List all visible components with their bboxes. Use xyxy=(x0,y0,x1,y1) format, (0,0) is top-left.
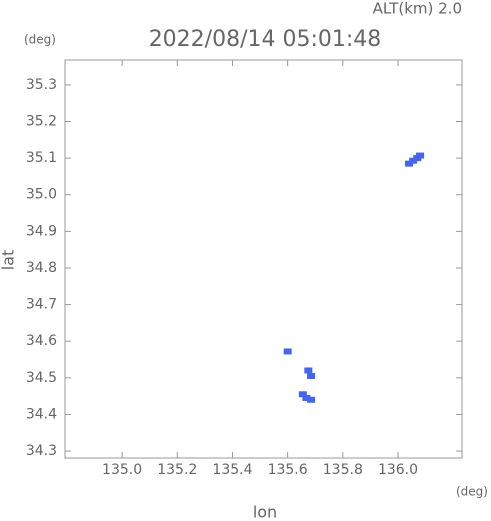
y-tick-label: 35.1 xyxy=(26,150,57,166)
echo-point xyxy=(298,391,307,398)
x-axis-label: lon xyxy=(253,503,277,521)
echo-point xyxy=(416,152,425,159)
y-tick-label: 34.4 xyxy=(26,406,57,422)
echo-point xyxy=(302,394,311,401)
y-tick-label: 35.2 xyxy=(26,114,57,130)
y-tick-label: 35.3 xyxy=(26,77,57,93)
y-tick-label: 34.3 xyxy=(26,443,57,459)
echo-point xyxy=(405,160,414,167)
x-unit: (deg) xyxy=(456,485,488,499)
echo-point xyxy=(307,372,316,379)
echo-point xyxy=(307,396,316,403)
y-tick-label: 34.5 xyxy=(26,370,57,386)
x-tick-label: 135.4 xyxy=(212,462,252,478)
y-tick-label: 34.9 xyxy=(26,223,57,239)
y-tick-label: 35.0 xyxy=(26,187,57,203)
chart-title: 2022/08/14 05:01:48 xyxy=(149,27,382,52)
y-axis-label: lat xyxy=(0,250,18,271)
y-unit: (deg) xyxy=(24,33,56,47)
x-tick-label: 135.8 xyxy=(323,462,363,478)
echo-point xyxy=(304,367,313,374)
y-tick-label: 34.7 xyxy=(26,297,57,313)
y-tick-label: 34.8 xyxy=(26,260,57,276)
altitude-label: ALT(km) 2.0 xyxy=(373,0,462,18)
x-tick-label: 135.6 xyxy=(268,462,308,478)
x-tick-label: 135.0 xyxy=(102,462,142,478)
echo-point xyxy=(409,157,418,164)
y-tick-label: 34.6 xyxy=(26,333,57,349)
x-tick-label: 136.0 xyxy=(378,462,418,478)
echo-point xyxy=(283,348,292,355)
plot-frame xyxy=(64,59,463,459)
x-tick-label: 135.2 xyxy=(157,462,197,478)
